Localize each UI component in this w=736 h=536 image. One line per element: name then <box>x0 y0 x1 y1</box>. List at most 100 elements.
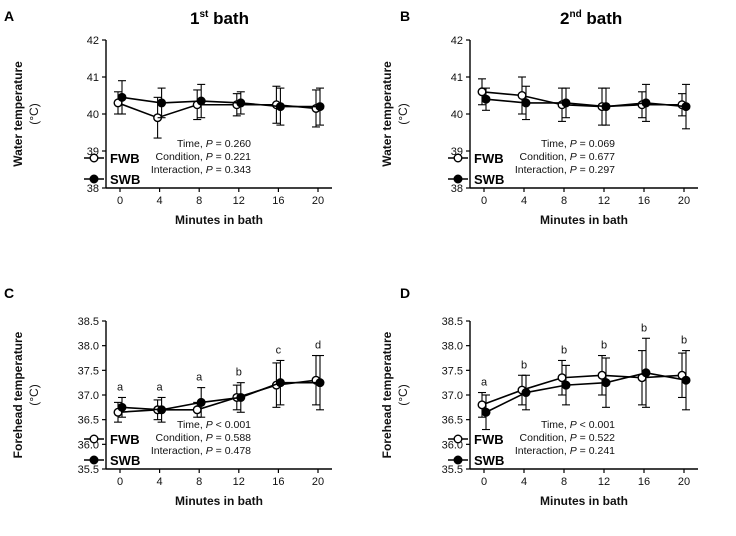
stats-line: Time, P < 0.001 <box>177 419 251 431</box>
significance-letter: b <box>641 322 647 334</box>
x-tick-label: 4 <box>157 476 163 488</box>
y-tick-label: 41 <box>451 72 463 84</box>
stats-line: Condition, P = 0.221 <box>156 151 252 163</box>
y-tick-label: 42 <box>87 35 99 47</box>
stats-text: Interaction, <box>151 445 206 457</box>
series-swb <box>481 83 691 130</box>
data-point <box>236 98 246 108</box>
data-point <box>597 370 607 380</box>
panel-letter: B <box>400 8 410 24</box>
stats-value: = 0.677 <box>577 151 615 163</box>
series-line <box>117 379 317 414</box>
stats-p: P <box>570 151 577 163</box>
stats-text: Time, <box>541 138 570 150</box>
significance-letter: b <box>236 367 242 379</box>
stats-text: Interaction, <box>515 164 570 176</box>
significance-letter: b <box>681 335 687 347</box>
stats-p: P <box>570 138 577 150</box>
series-swb <box>117 354 325 423</box>
stats-p: P <box>206 432 213 444</box>
data-point <box>557 373 567 383</box>
stats-text: Time, <box>541 419 570 431</box>
title-rest: bath <box>582 9 623 28</box>
x-tick-label: 4 <box>521 476 527 488</box>
stats-value: = 0.260 <box>213 138 251 150</box>
legend-entry: FWB <box>84 432 140 447</box>
x-tick-label: 20 <box>312 476 324 488</box>
y-tick-label: 37.0 <box>442 390 463 402</box>
stats-line: Interaction, P = 0.241 <box>515 445 615 457</box>
y-tick-label: 38 <box>87 183 99 195</box>
series-swb <box>117 80 325 126</box>
stats-p: P <box>206 138 213 150</box>
y-tick-label: 38.5 <box>78 316 99 328</box>
title-number: 1 <box>190 9 199 28</box>
x-tick-label: 0 <box>117 195 123 207</box>
data-point <box>236 392 246 402</box>
panel-c: C35.536.036.537.037.538.038.50 4 8 12 16 20Mi… <box>4 285 332 508</box>
panel-letter: D <box>400 285 410 301</box>
x-tick-label: 8 <box>561 195 567 207</box>
stats-value: = 0.343 <box>213 164 251 176</box>
legend-marker <box>89 153 99 163</box>
stats-value: < 0.001 <box>213 419 251 431</box>
stats-value: = 0.588 <box>213 432 251 444</box>
y-axis-label: Water temperature <box>11 61 25 167</box>
data-point <box>275 378 285 388</box>
stats-value: = 0.478 <box>213 445 251 457</box>
significance-letter: a <box>117 381 124 393</box>
legend-label: FWB <box>110 432 140 447</box>
panel-letter: C <box>4 285 14 301</box>
data-point <box>481 407 491 417</box>
stats-text: Condition, <box>520 432 570 444</box>
x-tick-label: 12 <box>233 195 245 207</box>
y-tick-label: 36.5 <box>78 415 99 427</box>
x-axis-label: Minutes in bath <box>175 213 263 227</box>
data-point <box>681 375 691 385</box>
significance-letter: c <box>276 344 282 356</box>
stats-p: P <box>206 164 213 176</box>
data-point <box>521 388 531 398</box>
y-tick-label: 40 <box>451 109 463 121</box>
stats-line: Condition, P = 0.677 <box>520 151 616 163</box>
x-tick-label: 16 <box>638 195 650 207</box>
legend-entry: FWB <box>448 151 504 166</box>
legend-label: SWB <box>474 172 504 187</box>
x-tick-label: 4 <box>157 195 163 207</box>
data-point <box>117 402 127 412</box>
stats-text: Condition, <box>156 432 206 444</box>
y-axis-unit-label: (°C) <box>27 103 41 124</box>
data-point <box>157 98 167 108</box>
series-line <box>121 96 320 108</box>
data-point <box>481 94 491 104</box>
stats-line: Interaction, P = 0.478 <box>151 445 251 457</box>
stats-line: Time, P < 0.001 <box>541 419 615 431</box>
legend-entry: SWB <box>84 453 140 468</box>
stats-value: = 0.241 <box>577 445 615 457</box>
data-point <box>477 400 487 410</box>
stats-p: P <box>206 445 213 457</box>
stats-value: = 0.221 <box>213 151 251 163</box>
stats-text: Condition, <box>520 151 570 163</box>
series-fwb <box>113 85 321 139</box>
y-tick-label: 35.5 <box>442 464 463 476</box>
title-superscript: st <box>199 9 209 20</box>
x-tick-label: 12 <box>598 195 610 207</box>
stats-line: Interaction, P = 0.297 <box>515 164 615 176</box>
data-point <box>561 98 571 108</box>
x-tick-label: 0 <box>117 476 123 488</box>
data-point <box>521 98 531 108</box>
y-tick-label: 36.5 <box>442 415 463 427</box>
significance-letter: a <box>481 377 488 389</box>
legend-label: SWB <box>110 172 140 187</box>
data-point <box>192 405 202 415</box>
data-point <box>196 397 206 407</box>
x-tick-label: 20 <box>678 476 690 488</box>
data-point <box>157 405 167 415</box>
title-rest: bath <box>208 9 249 28</box>
title-superscript: nd <box>569 9 581 20</box>
panel-title: 2nd bath <box>560 9 622 28</box>
y-tick-label: 38.0 <box>78 341 99 353</box>
stats-p: P <box>570 445 577 457</box>
legend-entry: SWB <box>448 172 504 187</box>
